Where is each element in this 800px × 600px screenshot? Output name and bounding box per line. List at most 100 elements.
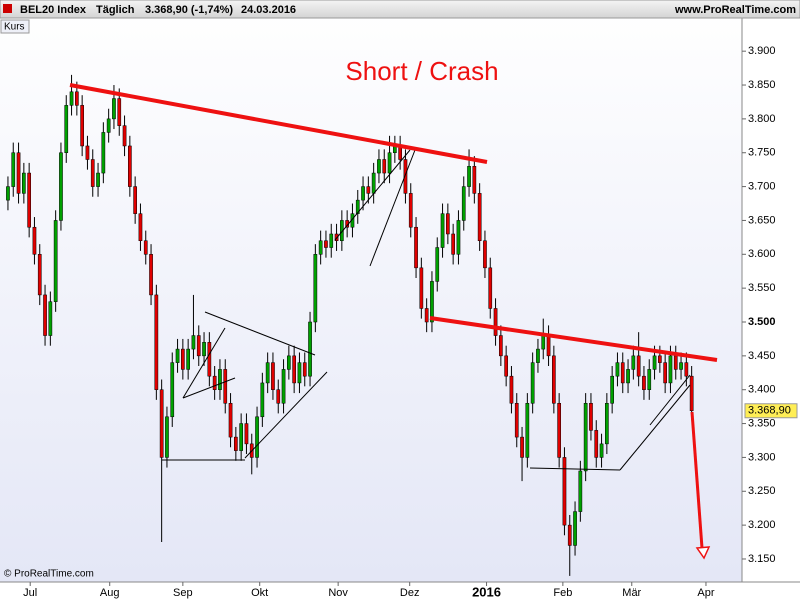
candle-body — [435, 247, 440, 282]
candle-body — [684, 362, 689, 377]
support-line — [429, 316, 718, 362]
candle-body — [483, 240, 487, 269]
candle-body — [451, 233, 455, 255]
candle-body — [578, 470, 583, 512]
candle-body — [133, 186, 137, 214]
resistance-line — [69, 83, 488, 164]
trend-line — [204, 311, 316, 356]
last-price-label: 3.368,90 — [748, 405, 791, 417]
arrow-shaft — [690, 411, 704, 549]
y-tick-label: 3.150 — [748, 553, 776, 565]
candle-body — [228, 403, 233, 438]
candle-body — [11, 152, 16, 187]
x-tick-label: Okt — [251, 587, 268, 599]
candle-body — [419, 267, 424, 309]
header-bar — [0, 0, 800, 19]
x-tick-label: Feb — [553, 587, 572, 599]
candle-body — [154, 294, 159, 390]
candle-body — [424, 308, 429, 323]
candle-body — [377, 159, 381, 174]
y-tick-label: 3.600 — [748, 248, 776, 260]
candle-body — [552, 355, 556, 404]
y-tick-label: 3.850 — [748, 79, 776, 91]
candle-body — [504, 355, 508, 377]
candle-body — [647, 369, 652, 390]
y-tick-label: 3.750 — [748, 147, 776, 159]
x-tick-label: Aug — [100, 587, 120, 599]
candle-body — [191, 335, 196, 350]
trend-line — [244, 371, 328, 459]
x-tick-label: Apr — [697, 587, 714, 599]
candle-body — [260, 382, 265, 418]
candle-body — [329, 233, 334, 248]
candle-body — [620, 362, 625, 384]
candle-body — [80, 105, 84, 147]
candle-body — [32, 226, 37, 255]
candle-body — [165, 416, 169, 458]
candle-body — [186, 348, 190, 370]
candle-body — [536, 348, 540, 363]
candle-body — [96, 172, 100, 187]
candle-body — [673, 355, 678, 370]
y-tick-label: 3.300 — [748, 451, 776, 463]
candle-body — [90, 159, 95, 187]
candle-body — [414, 226, 418, 269]
trend-line — [182, 377, 236, 399]
candle-body — [128, 145, 132, 187]
candle-body — [520, 436, 524, 458]
candle-body — [493, 308, 498, 336]
candle-body — [658, 355, 662, 363]
y-tick-label: 3.500 — [748, 316, 776, 328]
arrow-head — [695, 546, 711, 560]
y-tick-label: 3.200 — [748, 519, 776, 531]
x-tick-label: 2016 — [472, 584, 501, 599]
candle-body — [361, 186, 365, 201]
date: 24.03.2016 — [241, 4, 296, 16]
candle-body — [281, 369, 286, 404]
x-tick-label: Sep — [173, 587, 193, 599]
candle-body — [366, 186, 371, 194]
y-tick-label: 3.800 — [748, 113, 776, 125]
last-price-box — [744, 403, 798, 419]
candle-body — [16, 152, 21, 194]
candle-body — [223, 369, 228, 404]
candle-body — [48, 301, 53, 336]
panel-label-box — [0, 19, 30, 34]
candle-body — [122, 125, 127, 147]
close-icon[interactable] — [3, 4, 12, 13]
trend-line — [649, 374, 691, 426]
candle-body — [302, 362, 307, 377]
candle-body — [583, 403, 588, 472]
candle-body — [615, 362, 620, 377]
candle-body — [387, 152, 392, 174]
y-tick-label: 3.650 — [748, 214, 776, 226]
candle-body — [382, 159, 387, 174]
y-tick-label: 3.900 — [748, 45, 776, 57]
candle-body — [59, 152, 63, 221]
candle-body — [446, 213, 450, 235]
candle-body — [22, 172, 26, 194]
candle-body — [202, 342, 206, 357]
chart-title: Short / Crash — [345, 56, 498, 86]
candle-body — [371, 172, 376, 194]
candle-body — [541, 335, 546, 350]
candle-body — [589, 403, 593, 431]
candle-body — [255, 416, 259, 458]
candle-body — [525, 403, 530, 458]
candle-body — [239, 423, 243, 451]
candle-body — [75, 91, 79, 106]
x-tick-label: Nov — [328, 587, 348, 599]
candle-body — [472, 166, 477, 194]
x-tick-label: Mär — [622, 587, 641, 599]
time-axis-area — [0, 582, 800, 600]
x-tick-label: Jul — [23, 587, 37, 599]
candle-body — [546, 335, 551, 357]
candle-body — [679, 362, 683, 370]
y-tick-label: 3.700 — [748, 180, 776, 192]
candle-body — [467, 166, 471, 187]
candle-body — [456, 220, 461, 255]
candle-body — [112, 98, 116, 120]
candle-body — [689, 375, 694, 412]
y-tick-label: 3.250 — [748, 485, 776, 497]
